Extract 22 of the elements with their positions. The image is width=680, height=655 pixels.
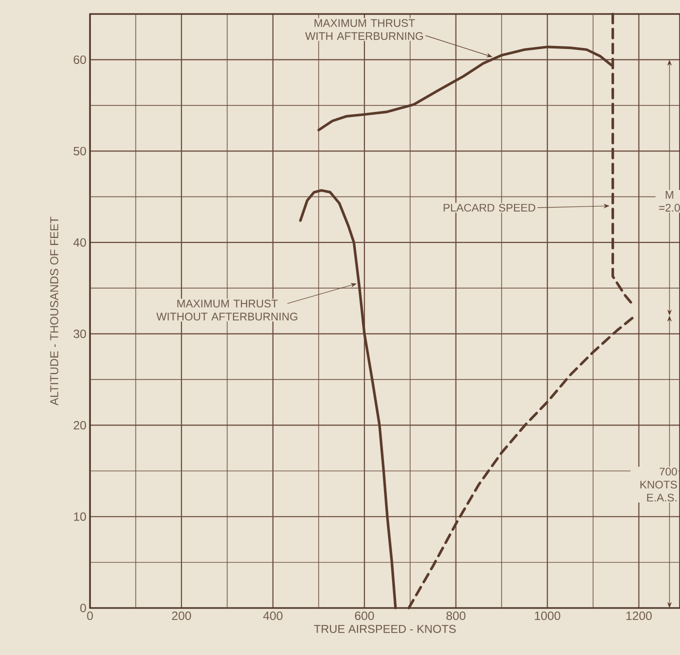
y-tick-label: 0 (80, 604, 86, 612)
x-tick-label: 800 (446, 612, 466, 620)
y-tick-label: 30 (74, 330, 86, 338)
x-tick-label: 1000 (534, 612, 560, 620)
line-series (299, 189, 397, 610)
y-axis-title: ALTITUDE - THOUSANDS OF FEET (50, 216, 58, 406)
x-tick-label: 1200 (626, 612, 652, 620)
x-tick-label: 600 (355, 612, 374, 620)
annotation: 700 KNOTS E.A.S. (640, 468, 677, 502)
annotation: MAXIMUM THRUST WITH AFTERBURNING (305, 19, 423, 40)
y-tick-label: 10 (74, 512, 86, 521)
annotation: PLACARD SPEED (444, 204, 536, 212)
x-axis-title: TRUE AIRSPEED - KNOTS (314, 624, 456, 633)
y-tick-label: 60 (74, 55, 86, 64)
annotation: M =2.0 (659, 191, 680, 212)
y-tick-label: 40 (73, 238, 86, 247)
annotation: MAXIMUM THRUST WITHOUT AFTERBURNING (156, 300, 298, 320)
x-tick-label: 0 (87, 612, 93, 620)
x-tick-label: 400 (263, 612, 282, 620)
y-tick-label: 50 (74, 146, 86, 156)
y-tick-label: 20 (74, 420, 86, 430)
x-tick-label: 200 (172, 612, 192, 620)
